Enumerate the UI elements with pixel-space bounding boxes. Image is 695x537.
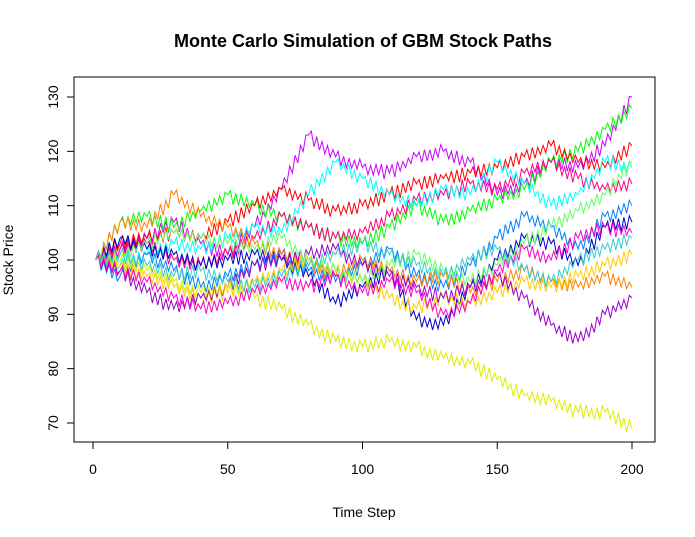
series-line-11 bbox=[95, 252, 633, 432]
x-tick-label: 150 bbox=[486, 461, 510, 477]
chart-title: Monte Carlo Simulation of GBM Stock Path… bbox=[174, 31, 552, 51]
series-line-5 bbox=[95, 153, 633, 272]
series-line-13 bbox=[95, 220, 633, 320]
series-line-7 bbox=[95, 198, 633, 293]
series-line-4 bbox=[95, 156, 633, 271]
x-axis: 0 50 100 150 200 bbox=[89, 441, 644, 477]
x-axis-label: Time Step bbox=[332, 504, 395, 520]
series-line-2 bbox=[95, 103, 633, 261]
y-tick-label: 110 bbox=[45, 194, 61, 217]
y-axis-label: Stock Price bbox=[0, 224, 16, 295]
x-tick-label: 0 bbox=[89, 461, 97, 477]
x-tick-label: 200 bbox=[620, 461, 644, 477]
series-line-12 bbox=[95, 160, 633, 287]
series-line-14 bbox=[95, 233, 633, 294]
y-axis: 70 80 90 100 110 120 130 bbox=[45, 85, 75, 431]
series-line-3 bbox=[95, 138, 633, 263]
y-tick-label: 80 bbox=[45, 361, 61, 377]
y-tick-label: 70 bbox=[45, 415, 61, 431]
y-tick-label: 130 bbox=[45, 85, 61, 109]
y-tick-label: 90 bbox=[45, 306, 61, 322]
y-tick-label: 100 bbox=[45, 248, 61, 272]
series-layer bbox=[95, 95, 633, 432]
series-line-6 bbox=[95, 214, 633, 331]
x-tick-label: 50 bbox=[220, 461, 236, 477]
y-tick-label: 120 bbox=[45, 139, 61, 163]
x-tick-label: 100 bbox=[351, 461, 375, 477]
